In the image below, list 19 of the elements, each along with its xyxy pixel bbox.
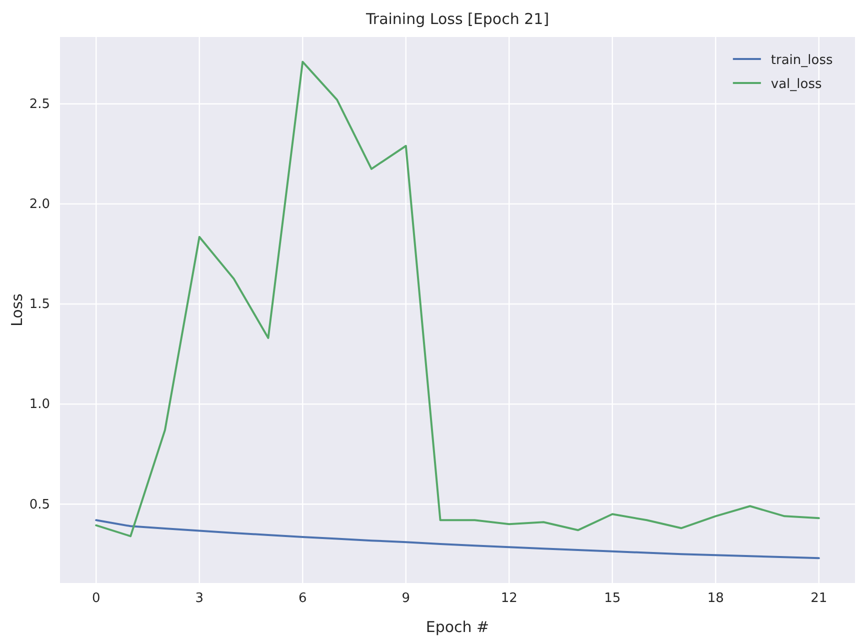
line-series	[95, 519, 820, 560]
legend-label: val_loss	[770, 77, 822, 92]
chart-title: Training Loss [Epoch 21]	[364, 10, 550, 28]
x-tick-label: 15	[604, 591, 621, 606]
y-tick-label: 1.0	[29, 397, 50, 412]
x-tick-label: 6	[298, 591, 307, 606]
x-tick-label: 18	[707, 591, 724, 606]
y-tick-label: 1.5	[29, 297, 50, 312]
y-tick-label: 0.5	[29, 497, 50, 512]
x-tick-label: 9	[402, 591, 410, 606]
x-axis-title: Epoch #	[426, 618, 490, 636]
y-tick-label: 2.0	[29, 197, 50, 212]
x-tick-label: 12	[500, 591, 518, 606]
x-tick-label: 21	[810, 591, 828, 606]
y-axis-title: Loss	[8, 293, 26, 326]
legend-label: train_loss	[770, 53, 833, 68]
x-tick-label: 0	[92, 591, 100, 606]
y-tick-label: 2.5	[29, 97, 50, 112]
x-tick-label: 3	[195, 591, 204, 606]
